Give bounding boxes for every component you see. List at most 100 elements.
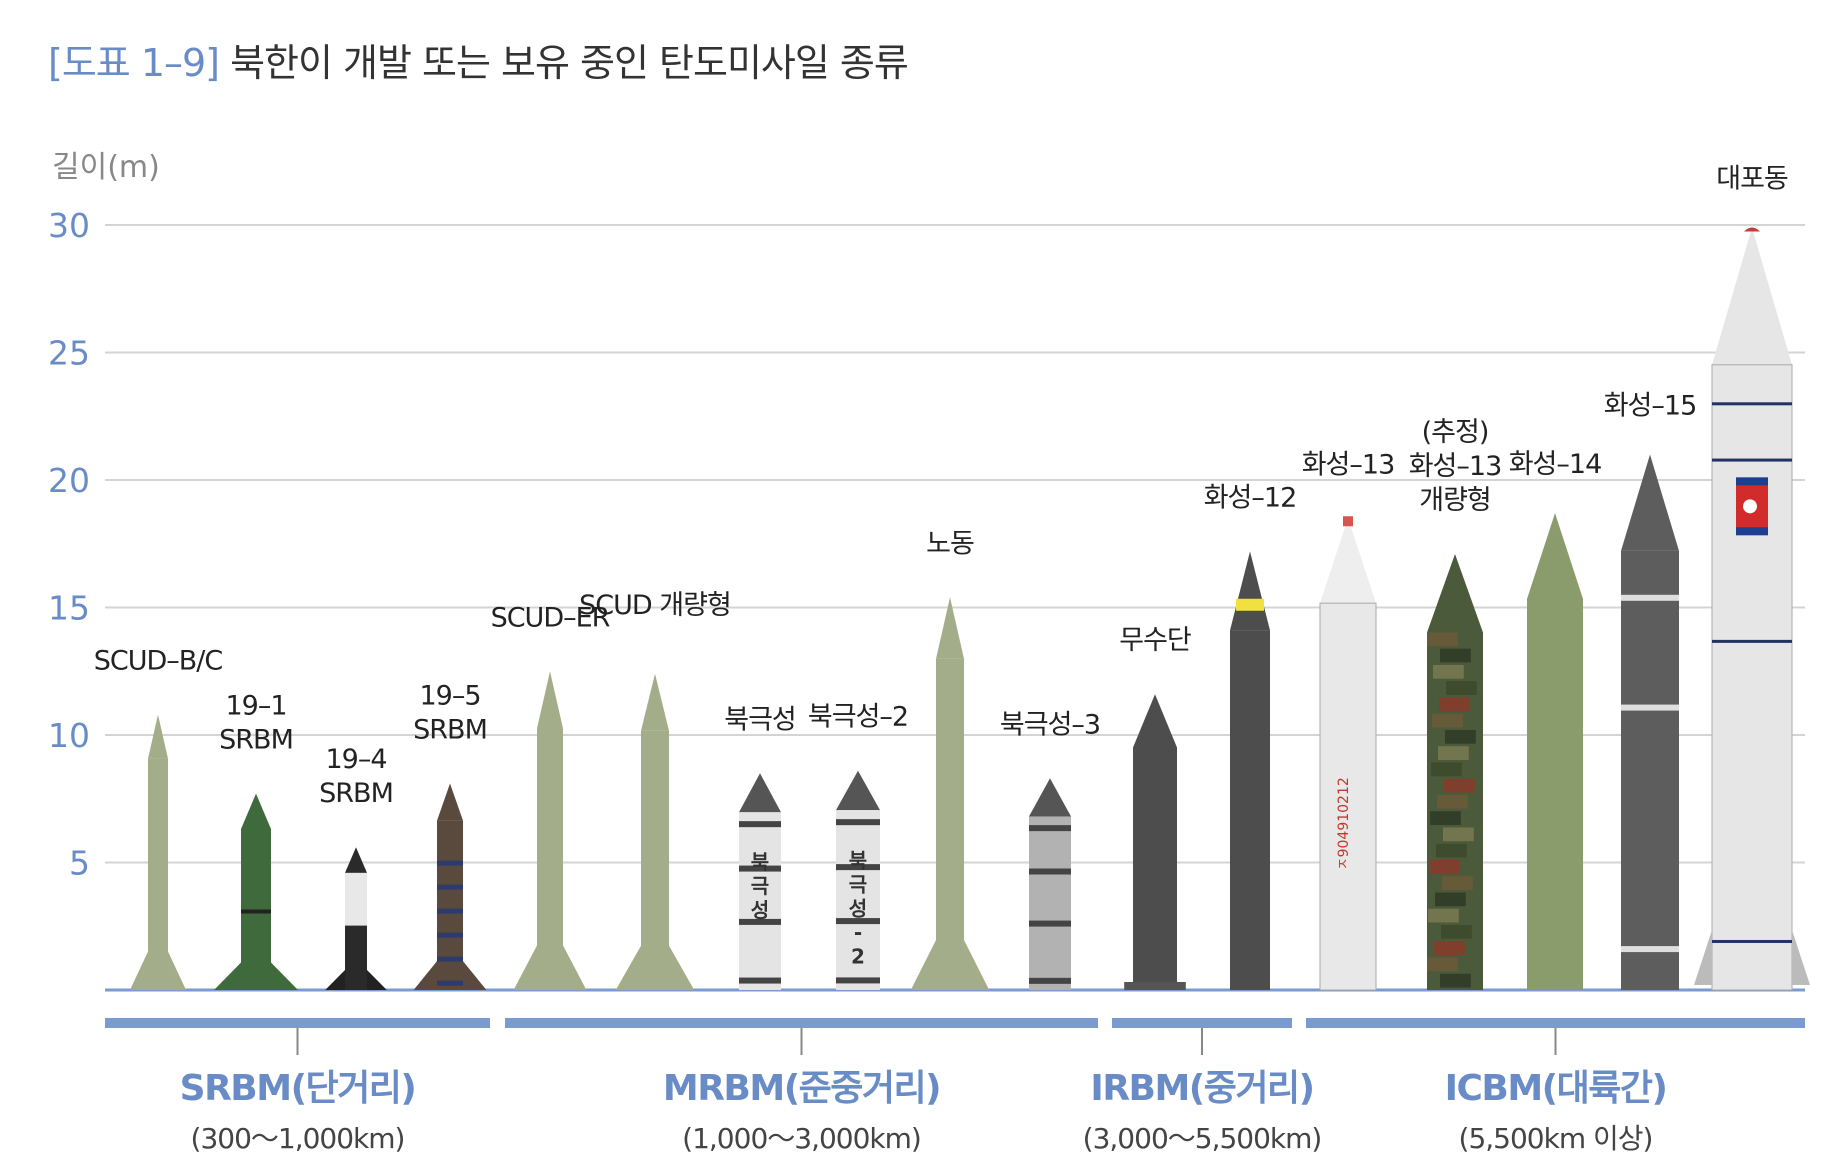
- camo-patch: [1435, 892, 1466, 907]
- band: [836, 918, 880, 925]
- band: [1621, 946, 1679, 953]
- missile-nose: [936, 597, 964, 659]
- missile-nose-dark: [1029, 778, 1071, 817]
- camo-patch: [1439, 697, 1470, 712]
- stripe: [437, 884, 463, 890]
- range-distance: (3,000～5,500km): [1083, 1122, 1322, 1155]
- missile-marking-char: -: [854, 921, 862, 945]
- band: [1621, 704, 1679, 711]
- missile-body: [1230, 630, 1270, 990]
- missile-body: [1029, 816, 1071, 990]
- camo-patch: [1440, 648, 1471, 663]
- camo-patch: [1441, 924, 1472, 939]
- missile-body: [241, 828, 271, 990]
- missile-nose-dark: [836, 770, 880, 811]
- camo-patch: [1427, 957, 1458, 972]
- fin: [271, 962, 298, 990]
- missile-body: [1711, 364, 1793, 991]
- camo-patch: [1433, 664, 1464, 679]
- missile-nose: [1712, 227, 1792, 365]
- missile-marking-char: 북: [751, 850, 769, 874]
- missile: SCUD–ER: [491, 602, 611, 990]
- missile-nose: [1621, 454, 1679, 551]
- camo-patch: [1428, 908, 1459, 923]
- missile-band: [1236, 598, 1264, 611]
- missile-marking-char: 성: [849, 897, 867, 921]
- missile: 무수단: [1119, 625, 1192, 990]
- missile: SCUD 개량형: [579, 590, 732, 990]
- missile-body: [1621, 550, 1679, 990]
- missile: 북극성-2 북극성–2: [808, 702, 909, 990]
- missile-label: 화성–12: [1204, 482, 1297, 513]
- missile-label: SCUD–ER: [491, 602, 610, 633]
- camo-patch: [1432, 713, 1463, 728]
- missile-nose: [437, 783, 463, 821]
- missile-nose: [1527, 513, 1583, 599]
- camo-patch: [1442, 876, 1473, 890]
- fin: [325, 970, 345, 990]
- missile-nose: [1133, 694, 1177, 748]
- figure-title-text: 북한이 개발 또는 보유 중인 탄도미사일 종류: [219, 41, 909, 85]
- camo-patch: [1445, 729, 1476, 744]
- band: [1712, 639, 1792, 643]
- stripe: [437, 980, 463, 986]
- fin: [563, 945, 587, 990]
- band: [1712, 458, 1792, 462]
- band: [836, 977, 880, 984]
- missile-tip: [1744, 227, 1760, 232]
- fin: [413, 961, 437, 990]
- camo-patch: [1431, 762, 1462, 777]
- missile-marking-char: 북: [849, 849, 867, 873]
- missile-body: [641, 730, 669, 990]
- missile-body: [1319, 602, 1377, 991]
- fin: [1792, 930, 1810, 985]
- range-group: SRBM(단거리) (300～1,000km): [105, 1018, 490, 1155]
- range-group: IRBM(중거리) (3,000～5,500km): [1083, 1018, 1322, 1155]
- missile-nose-dark: [739, 773, 781, 813]
- missile-body: [836, 810, 880, 990]
- missile: 노동: [910, 528, 990, 990]
- missile-label: SRBM: [413, 714, 487, 745]
- missile-nose: [241, 793, 271, 829]
- fin: [130, 951, 148, 990]
- fin: [1694, 930, 1712, 985]
- fin: [615, 945, 641, 990]
- missile-label: 북극성–2: [808, 702, 908, 733]
- range-name: IRBM(중거리): [1090, 1068, 1313, 1109]
- range-distance: (1,000～3,000km): [682, 1122, 921, 1155]
- missile-label: 화성–14: [1509, 449, 1602, 480]
- camo-patch: [1443, 827, 1474, 842]
- stripe: [437, 908, 463, 914]
- missile-nose: [148, 714, 168, 759]
- missile-label: 19–1: [225, 691, 286, 722]
- band: [1029, 977, 1071, 984]
- missile-nose: [345, 847, 367, 873]
- missile: 화성–12: [1204, 482, 1297, 990]
- missile-label: SRBM: [219, 725, 293, 756]
- missile-body: [936, 658, 964, 990]
- band: [739, 918, 781, 925]
- y-axis-label: 길이(m): [52, 150, 160, 185]
- band: [739, 821, 781, 828]
- camo-patch: [1436, 843, 1467, 858]
- range-distance: (300～1,000km): [191, 1122, 405, 1155]
- y-tick-label: 15: [48, 589, 90, 628]
- missile-body: [148, 758, 168, 990]
- missiles: SCUD–B/C19–1SRBM19–4SRBM19–5SRBMSCUD–ERS…: [94, 164, 1810, 991]
- missile-label: SRBM: [319, 778, 393, 809]
- band: [1029, 920, 1071, 927]
- fin: [513, 945, 537, 990]
- range-bar: [1112, 1018, 1292, 1028]
- missile: ㅈ904910212 화성–13: [1302, 449, 1395, 991]
- missile-nose: [537, 671, 563, 729]
- band: [241, 909, 271, 914]
- missile-label: SCUD 개량형: [579, 590, 731, 621]
- camo-patch: [1440, 973, 1471, 988]
- missile: 대포동: [1694, 164, 1810, 991]
- figure-tag: [도표 1–9]: [48, 41, 220, 85]
- missile-label: 개량형: [1419, 485, 1491, 516]
- y-tick-label: 10: [48, 716, 90, 755]
